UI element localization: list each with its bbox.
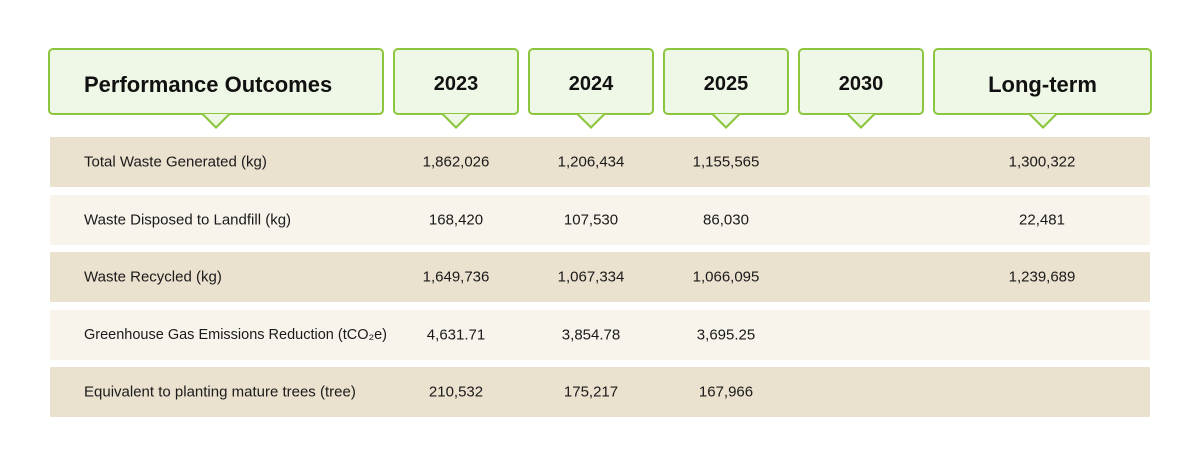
header-title: Performance Outcomes (84, 71, 333, 97)
cell-2024: 1,206,434 (557, 153, 625, 171)
cell-long-term: 22,481 (1019, 211, 1065, 229)
row-label: Total Waste Generated (kg) (84, 153, 267, 171)
header-col-2023: 2023 (433, 73, 479, 95)
cell-2025: 3,695.25 (696, 326, 756, 344)
header-col-2025: 2025 (703, 73, 749, 95)
cell-2024: 175,217 (563, 383, 619, 401)
cell-long-term: 1,239,689 (1008, 268, 1076, 286)
cell-2025: 1,155,565 (692, 153, 760, 171)
header-2025: 2025 (663, 48, 789, 115)
header-col-2024: 2024 (568, 73, 614, 95)
row-label: Waste Recycled (kg) (84, 268, 222, 286)
row-label: Greenhouse Gas Emissions Reduction (tCO₂… (84, 327, 388, 343)
cell-2024: 1,067,334 (557, 268, 625, 286)
cell-2023: 1,862,026 (422, 153, 490, 171)
cell-2025: 86,030 (703, 211, 749, 229)
table-row: Waste Recycled (kg) 1,649,736 1,067,334 … (50, 252, 1150, 302)
header-2030: 2030 (798, 48, 924, 115)
row-label: Waste Disposed to Landfill (kg) (84, 211, 292, 229)
header-2023: 2023 (393, 48, 519, 115)
cell-2023: 210,532 (428, 383, 484, 401)
cell-2025: 167,966 (698, 383, 754, 401)
row-label: Equivalent to planting mature trees (tre… (84, 383, 356, 401)
cell-long-term: 1,300,322 (1008, 153, 1076, 171)
cell-2023: 1,649,736 (422, 268, 490, 286)
table-row: Greenhouse Gas Emissions Reduction (tCO₂… (50, 310, 1150, 360)
header-col-long-term: Long-term (988, 71, 1097, 97)
table-row: Waste Disposed to Landfill (kg) 168,420 … (50, 195, 1150, 245)
cell-2023: 4,631.71 (426, 326, 486, 344)
header-long-term: Long-term (933, 48, 1152, 115)
cell-2025: 1,066,095 (692, 268, 760, 286)
header-performance-outcomes: Performance Outcomes (48, 48, 384, 115)
header-col-2030: 2030 (838, 73, 884, 95)
cell-2023: 168,420 (428, 211, 484, 229)
table-row: Equivalent to planting mature trees (tre… (50, 367, 1150, 417)
cell-2024: 107,530 (563, 211, 619, 229)
table-row: Total Waste Generated (kg) 1,862,026 1,2… (50, 137, 1150, 187)
header-2024: 2024 (528, 48, 654, 115)
cell-2024: 3,854.78 (561, 326, 621, 344)
